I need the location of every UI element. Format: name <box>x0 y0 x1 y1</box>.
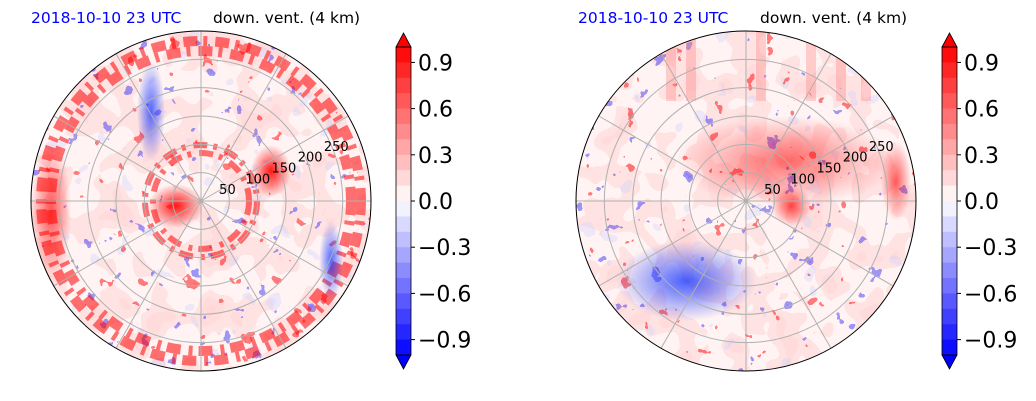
angular-gridline <box>660 53 747 202</box>
angular-gridline <box>200 53 287 202</box>
colorbar-band <box>942 231 957 248</box>
angular-gridline <box>660 200 747 349</box>
colorbar-tick-label: 0.9 <box>964 51 999 76</box>
colorbar-band <box>942 47 957 63</box>
colorbar-tick-label: −0.6 <box>418 282 471 307</box>
angular-gridline <box>200 115 349 202</box>
colorbar-band <box>396 62 411 79</box>
colorbar-tick-label: −0.3 <box>418 236 471 261</box>
colorbar-band <box>396 170 411 187</box>
panel-date-label: 2018-10-10 23 UTC <box>578 9 728 27</box>
panel-1: 2018-10-10 23 UTC down. vent. (4 km) 50 100… <box>30 9 471 372</box>
angular-gridline <box>745 53 832 202</box>
colorbar-tick-label: 0.3 <box>964 144 999 169</box>
colorbar-extend-min <box>395 354 412 370</box>
colorbar-band <box>942 216 957 233</box>
colorbar-band <box>396 201 411 217</box>
colorbar-band <box>942 201 957 217</box>
colorbar-band <box>942 139 957 156</box>
colorbar-extend-min <box>941 354 958 370</box>
colorbar-tick-label: 0.0 <box>418 190 453 215</box>
colorbar-band <box>942 324 957 341</box>
colorbar-band <box>396 293 411 310</box>
colorbar-band <box>942 262 957 279</box>
panels: 2018-10-10 23 UTC down. vent. (4 km) 50 100… <box>30 9 1017 372</box>
colorbar-band <box>942 185 957 202</box>
colorbar-band <box>942 154 957 171</box>
colorbar-band <box>942 93 957 110</box>
radial-tick-label: 150 <box>272 161 297 176</box>
polar-grid <box>576 31 916 371</box>
angular-gridline <box>53 115 202 202</box>
colorbar-band <box>396 262 411 279</box>
colorbar-tick-label: −0.9 <box>964 329 1017 354</box>
colorbar-band <box>942 247 957 264</box>
colorbar-band <box>396 185 411 202</box>
angular-gridline <box>745 200 832 349</box>
colorbar-band <box>396 108 411 125</box>
angular-gridline <box>115 200 202 349</box>
colorbar-band <box>396 308 411 325</box>
colorbar-band <box>396 139 411 156</box>
colorbar-tick-label: 0.3 <box>418 144 453 169</box>
angular-gridline <box>745 200 894 287</box>
colorbar-band <box>396 124 411 140</box>
colorbar-band <box>942 108 957 125</box>
radial-tick-label: 250 <box>324 140 349 155</box>
radial-tick-label: 100 <box>245 172 270 187</box>
radial-tick-label: 200 <box>298 151 323 166</box>
colorbar-band <box>396 216 411 233</box>
radial-tick-label: 50 <box>764 183 781 198</box>
colorbar-tick-label: 0.6 <box>418 98 453 123</box>
colorbar-band <box>942 339 957 356</box>
angular-gridline <box>598 200 747 287</box>
colorbar-band <box>396 47 411 63</box>
radial-tick-label: 200 <box>843 151 868 166</box>
radial-tick-label: 250 <box>869 140 894 155</box>
radial-tick-label: 100 <box>790 172 815 187</box>
colorbar-band <box>396 339 411 356</box>
panel-date-label: 2018-10-10 23 UTC <box>31 9 181 27</box>
colorbar-band <box>942 308 957 325</box>
colorbar-extend-max <box>395 32 412 48</box>
angular-gridline <box>598 115 747 202</box>
colorbar-band <box>396 247 411 264</box>
colorbar-band <box>396 324 411 341</box>
angular-gridline <box>200 200 287 349</box>
angular-gridline <box>115 53 202 202</box>
colorbar-band <box>396 154 411 171</box>
angular-gridline <box>745 115 894 202</box>
panel-2: 2018-10-10 23 UTC down. vent. (4 km) 50 100… <box>575 9 1017 372</box>
colorbar-band <box>942 293 957 310</box>
colorbar-band <box>396 93 411 110</box>
colorbar-tick-label: −0.3 <box>964 236 1017 261</box>
colorbar-band <box>396 77 411 94</box>
colorbar: 0.9 0.6 0.3 0.0 −0.3 −0.6 −0.9 <box>941 32 1017 370</box>
colorbar-band <box>942 278 957 294</box>
polar-frame <box>30 30 372 372</box>
radial-tick-label: 50 <box>219 183 236 198</box>
colorbar-tick-label: 0.6 <box>964 98 999 123</box>
panel-variable-label: down. vent. (4 km) <box>760 9 907 27</box>
colorbar-band <box>396 278 411 294</box>
colorbar-tick-label: −0.6 <box>964 282 1017 307</box>
radial-tick-label: 150 <box>817 161 842 176</box>
colorbar-tick-label: 0.9 <box>418 51 453 76</box>
colorbar-tick-label: −0.9 <box>418 329 471 354</box>
colorbar-band <box>396 231 411 248</box>
angular-gridline <box>200 200 349 287</box>
polar-frame <box>575 30 917 372</box>
colorbar-band <box>942 77 957 94</box>
colorbar: 0.9 0.6 0.3 0.0 −0.3 −0.6 −0.9 <box>395 32 471 370</box>
angular-gridline <box>53 200 202 287</box>
colorbar-band <box>942 124 957 140</box>
colorbar-band <box>942 62 957 79</box>
colorbar-extend-max <box>941 32 958 48</box>
panel-variable-label: down. vent. (4 km) <box>213 9 360 27</box>
colorbar-tick-label: 0.0 <box>964 190 999 215</box>
polar-grid <box>31 31 371 371</box>
colorbar-band <box>942 170 957 187</box>
